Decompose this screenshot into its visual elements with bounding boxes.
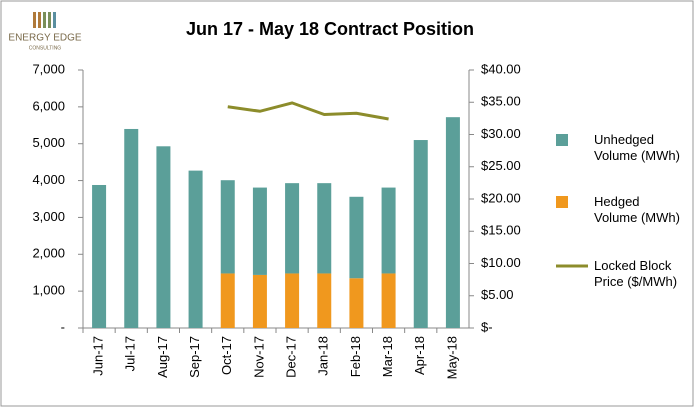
y-tick-label: 2,000 bbox=[32, 246, 65, 261]
y2-tick-label: $20.00 bbox=[481, 190, 521, 205]
logo-icon bbox=[33, 12, 56, 28]
x-tick-label: Sep-17 bbox=[187, 336, 202, 378]
y-tick-label: 5,000 bbox=[32, 135, 65, 150]
legend-swatch bbox=[556, 134, 568, 146]
x-tick-label: Apr-18 bbox=[412, 336, 427, 375]
x-tick-label: Jul-17 bbox=[123, 336, 138, 371]
x-tick-label: Mar-18 bbox=[380, 336, 395, 377]
bar bbox=[252, 274, 267, 328]
x-tick-label: May-18 bbox=[444, 336, 459, 379]
y2-tick-label: $35.00 bbox=[481, 94, 521, 109]
legend-label: Unhedged Volume (MWh) bbox=[594, 132, 680, 163]
bar bbox=[445, 117, 460, 328]
x-tick-label: Feb-18 bbox=[348, 336, 363, 377]
x-tick-label: Oct-17 bbox=[219, 336, 234, 375]
y2-tick-label: $30.00 bbox=[481, 126, 521, 141]
y2-tick-label: $25.00 bbox=[481, 158, 521, 173]
y-tick-label: 7,000 bbox=[32, 61, 65, 76]
y2-tick-label: $- bbox=[481, 319, 493, 334]
bar bbox=[124, 128, 139, 328]
x-tick-label: Nov-17 bbox=[251, 336, 266, 378]
bar bbox=[252, 187, 267, 275]
bar bbox=[285, 183, 300, 274]
y-tick-label: 6,000 bbox=[32, 98, 65, 113]
bar bbox=[349, 196, 364, 279]
chart-title: Jun 17 - May 18 Contract Position bbox=[186, 19, 474, 39]
bar bbox=[413, 140, 428, 328]
bar bbox=[188, 170, 203, 328]
legend-swatch bbox=[556, 196, 568, 208]
bar bbox=[156, 146, 171, 328]
logo-name: ENERGY EDGE bbox=[8, 33, 81, 44]
bar bbox=[317, 273, 332, 328]
bar bbox=[381, 273, 396, 328]
x-tick-label: Dec-17 bbox=[284, 336, 299, 378]
x-tick-label: Aug-17 bbox=[155, 336, 170, 378]
bar bbox=[220, 273, 235, 328]
y-tick-label: 4,000 bbox=[32, 172, 65, 187]
logo-tagline: CONSULTING bbox=[29, 45, 62, 51]
y-tick-label: 3,000 bbox=[32, 209, 65, 224]
bar bbox=[92, 184, 107, 328]
bar bbox=[220, 180, 235, 274]
y-tick-label: - bbox=[61, 319, 65, 334]
y2-tick-label: $15.00 bbox=[481, 223, 521, 238]
y2-tick-label: $10.00 bbox=[481, 255, 521, 270]
legend-label: Locked Block Price ($/MWh) bbox=[594, 258, 678, 289]
legend-label: Hedged Volume (MWh) bbox=[594, 194, 680, 225]
y-tick-label: 1,000 bbox=[32, 283, 65, 298]
bar bbox=[285, 273, 300, 328]
y2-tick-label: $5.00 bbox=[481, 287, 514, 302]
x-tick-label: Jun-17 bbox=[91, 336, 106, 376]
bar bbox=[349, 278, 364, 328]
x-tick-label: Jan-18 bbox=[316, 336, 331, 376]
y2-tick-label: $40.00 bbox=[481, 61, 521, 76]
bar bbox=[381, 187, 396, 274]
bar bbox=[317, 183, 332, 274]
price-line bbox=[227, 101, 389, 121]
